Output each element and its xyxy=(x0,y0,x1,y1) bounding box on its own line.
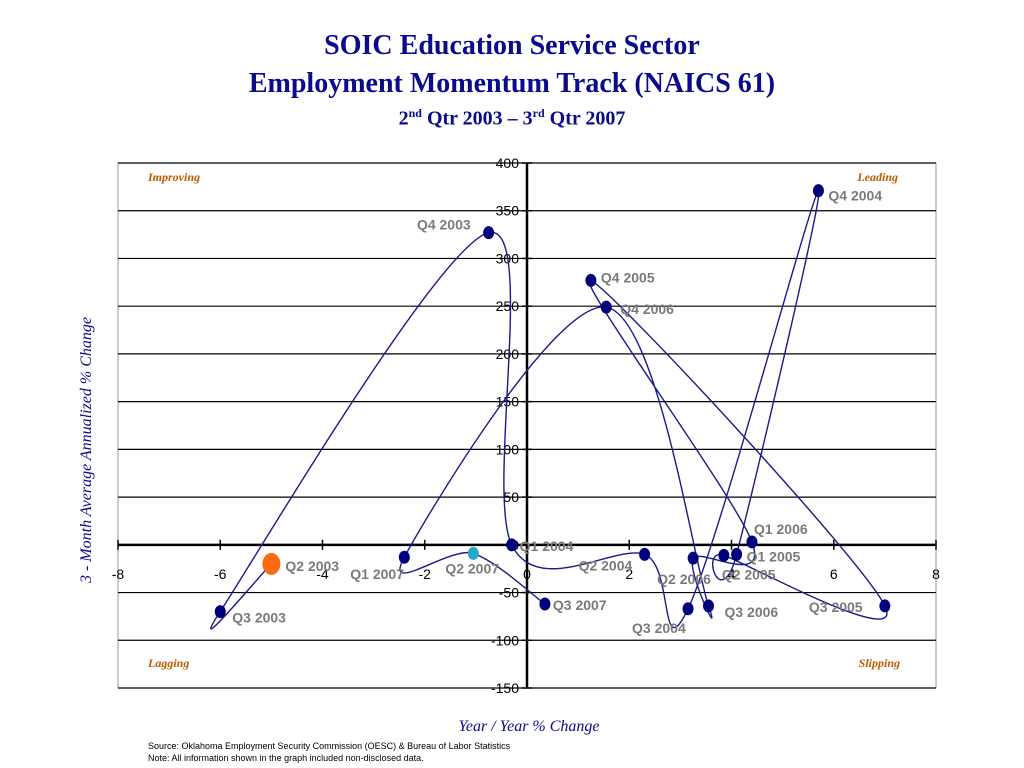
data-point xyxy=(718,548,730,562)
x-tick-label: 0 xyxy=(523,566,531,582)
data-point xyxy=(539,597,551,611)
y-tick-label: 250 xyxy=(496,298,520,314)
data-point xyxy=(812,184,824,198)
data-point-label: Q2 2006 xyxy=(657,571,711,587)
source-note: Source: Oklahoma Employment Security Com… xyxy=(148,741,511,751)
data-point-label: Q4 2004 xyxy=(828,188,882,204)
subtitle-part-a: 2 xyxy=(398,107,409,130)
data-point xyxy=(879,599,891,613)
data-point-label: Q2 2004 xyxy=(579,557,633,573)
y-axis-label: 3 - Month Average Annualized % Change xyxy=(78,316,95,584)
y-tick-label: 100 xyxy=(496,441,520,457)
x-tick-label: 6 xyxy=(830,566,838,582)
quadrant-label-slipping: Slipping xyxy=(859,656,900,670)
data-point xyxy=(585,273,597,287)
y-tick-label: 200 xyxy=(496,346,520,362)
data-point xyxy=(214,605,226,619)
data-point xyxy=(682,602,694,616)
data-point-label: Q4 2003 xyxy=(417,217,471,233)
y-tick-label: 150 xyxy=(496,394,520,410)
data-point xyxy=(746,535,758,549)
data-point xyxy=(600,300,612,314)
data-point-label: Q1 2005 xyxy=(747,548,801,564)
chart-subtitle: 2nd Qtr 2003 – 3rd Qtr 2007 xyxy=(0,106,1024,131)
y-tick-label: 350 xyxy=(496,203,520,219)
subtitle-sup-a: nd xyxy=(408,106,422,120)
data-point-label: Q2 2007 xyxy=(445,560,499,576)
data-point-label: Q1 2006 xyxy=(754,521,808,537)
data-point xyxy=(262,552,281,575)
data-point xyxy=(467,546,479,560)
x-tick-label: -8 xyxy=(112,566,125,582)
subtitle-part-b: Qtr 2003 – 3 xyxy=(421,107,533,130)
data-point xyxy=(398,550,410,564)
y-tick-label: -50 xyxy=(499,585,519,601)
data-point-label: Q2 2005 xyxy=(722,566,776,582)
data-point xyxy=(483,226,495,240)
y-tick-label: -150 xyxy=(491,680,519,696)
data-point-label: Q4 2005 xyxy=(601,269,655,285)
data-point xyxy=(687,551,699,565)
chart-title-line2: Employment Momentum Track (NAICS 61) xyxy=(248,68,776,99)
data-point-label: Q3 2007 xyxy=(553,597,607,613)
x-tick-label: -6 xyxy=(214,566,227,582)
quadrant-label-leading: Leading xyxy=(856,170,898,184)
data-point xyxy=(702,599,714,613)
y-tick-label: 50 xyxy=(503,489,519,505)
subtitle-sup-b: rd xyxy=(532,106,545,120)
data-point-label: Q3 2004 xyxy=(632,620,686,636)
data-point xyxy=(639,547,651,561)
x-axis-label: Year / Year % Change xyxy=(458,718,600,735)
data-point-label: Q1 2007 xyxy=(350,566,404,582)
data-point-label: Q2 2003 xyxy=(285,558,339,574)
momentum-track-line xyxy=(210,189,888,630)
x-tick-label: 4 xyxy=(728,566,736,582)
data-point xyxy=(731,547,743,561)
quadrant-label-improving: Improving xyxy=(147,170,200,184)
data-point-label: Q1 2004 xyxy=(520,538,574,554)
x-tick-label: -4 xyxy=(316,566,329,582)
data-point-label: Q3 2003 xyxy=(232,610,286,626)
data-point-label: Q4 2006 xyxy=(620,301,674,317)
data-point xyxy=(506,538,518,552)
x-tick-label: 8 xyxy=(932,566,940,582)
x-tick-label: -2 xyxy=(419,566,432,582)
x-tick-label: 2 xyxy=(625,566,633,582)
chart-title-line1: SOIC Education Service Sector xyxy=(324,30,700,61)
data-point-label: Q3 2005 xyxy=(809,599,863,615)
y-tick-label: 400 xyxy=(496,155,520,171)
data-point-label: Q3 2006 xyxy=(724,604,778,620)
quadrant-label-lagging: Lagging xyxy=(147,656,189,670)
disclosure-note: Note: All information shown in the graph… xyxy=(148,753,424,763)
y-tick-label: -100 xyxy=(491,632,519,648)
subtitle-part-c: Qtr 2007 xyxy=(544,107,626,130)
